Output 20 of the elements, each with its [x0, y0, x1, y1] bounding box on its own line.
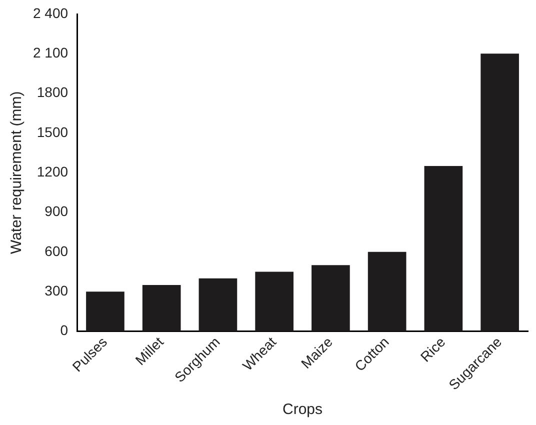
bar	[86, 292, 124, 332]
bar	[368, 252, 406, 332]
y-tick-label: 1500	[36, 124, 68, 140]
x-tick-label: Rice	[417, 334, 448, 365]
bar	[198, 278, 238, 332]
bar	[424, 166, 463, 332]
y-tick-label: 2 400	[32, 4, 68, 21]
y-tick-label: 900	[44, 203, 68, 220]
y-axis-title: Water requirement (mm)	[8, 91, 26, 254]
y-tick-label: 1800	[36, 84, 68, 100]
y-tick-label: 600	[44, 242, 68, 259]
x-axis-title: Crops	[282, 401, 323, 418]
bar	[142, 284, 181, 332]
bar	[312, 265, 350, 332]
bar	[255, 272, 294, 332]
y-tick-label: 1200	[36, 163, 68, 180]
y-tick-label: 2 100	[32, 44, 68, 61]
bar	[480, 54, 519, 332]
y-tick-label: 300	[44, 282, 68, 298]
y-tick-label: 0	[60, 322, 68, 338]
